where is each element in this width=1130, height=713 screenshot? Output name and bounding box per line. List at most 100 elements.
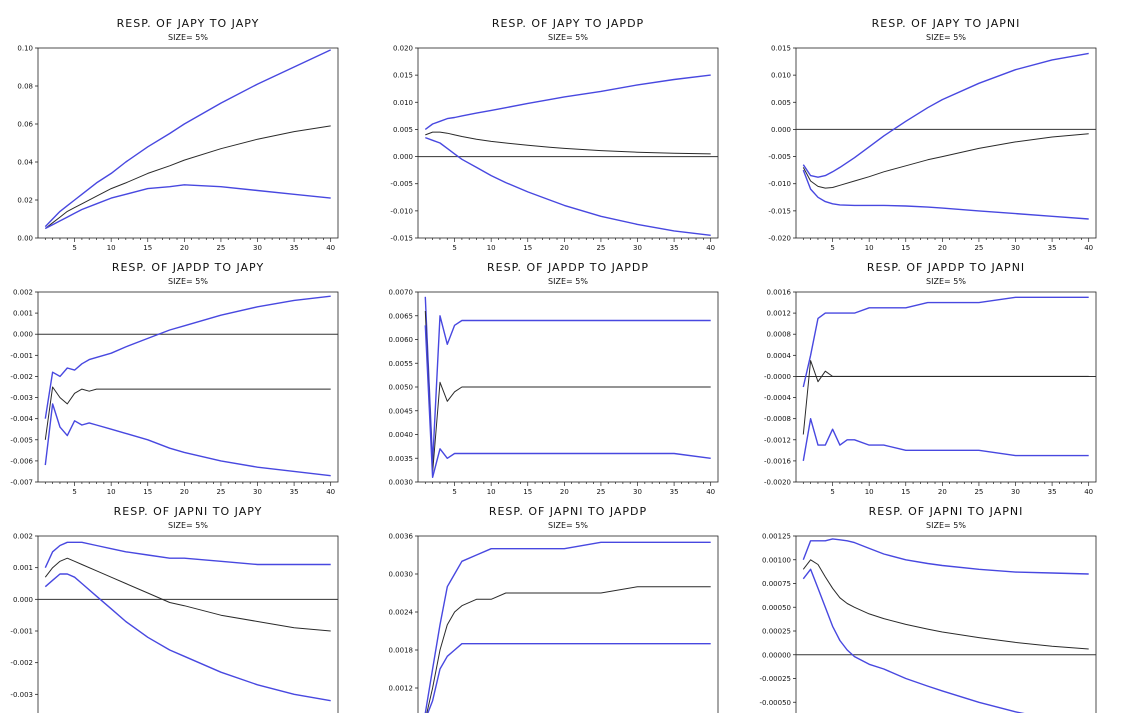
chart-title: RESP. OF JAPNI TO JAPNI xyxy=(869,505,1024,518)
y-tick-label: 0.02 xyxy=(17,197,33,205)
y-tick-label: -0.0004 xyxy=(764,394,792,402)
x-tick-label: 20 xyxy=(180,244,189,252)
y-tick-label: 0.0045 xyxy=(389,407,414,415)
impulse-response-line xyxy=(44,125,331,229)
y-tick-label: 0.005 xyxy=(393,126,413,134)
x-tick-label: 30 xyxy=(633,488,642,496)
y-tick-label: 0.000 xyxy=(771,126,791,134)
y-tick-label: 0.08 xyxy=(17,83,33,91)
chart-subtitle: SIZE= 5% xyxy=(926,33,966,42)
x-tick-label: 40 xyxy=(326,488,335,496)
impulse-response-line xyxy=(44,386,331,440)
y-tick-label: 0.00 xyxy=(17,235,33,243)
x-tick-label: 5 xyxy=(452,244,456,252)
impulse-response-line xyxy=(802,559,1089,650)
plot-frame xyxy=(795,47,1097,239)
lower-band-line xyxy=(802,568,1025,713)
y-tick-label: 0.010 xyxy=(771,72,791,80)
lower-band-line xyxy=(427,643,711,713)
x-tick-label: 20 xyxy=(180,488,189,496)
chart-subtitle: SIZE= 5% xyxy=(168,33,208,42)
y-tick-label: -0.010 xyxy=(768,180,791,188)
y-tick-label: -0.007 xyxy=(10,479,33,487)
impulse-response-line xyxy=(802,360,1089,435)
upper-band-line xyxy=(44,49,331,228)
y-tick-label: -0.015 xyxy=(390,235,413,243)
y-tick-label: 0.0016 xyxy=(767,289,792,297)
impulse-response-line xyxy=(425,131,711,155)
chart-subtitle: SIZE= 5% xyxy=(168,521,208,530)
x-tick-label: 35 xyxy=(1048,244,1057,252)
chart-title: RESP. OF JAPY TO JAPDP xyxy=(492,17,644,30)
x-tick-label: 20 xyxy=(938,488,947,496)
lower-band-line xyxy=(44,184,331,230)
x-tick-label: 10 xyxy=(107,488,116,496)
x-tick-label: 15 xyxy=(901,488,910,496)
y-tick-label: 0.00025 xyxy=(762,628,791,636)
y-tick-label: 0.00075 xyxy=(762,580,791,588)
chart-title: RESP. OF JAPDP TO JAPNI xyxy=(867,261,1025,274)
y-tick-label: 0.000 xyxy=(13,331,33,339)
upper-band-line xyxy=(424,296,711,464)
lower-band-line xyxy=(802,169,1089,220)
y-tick-label: 0.010 xyxy=(393,99,413,107)
y-tick-label: 0.000 xyxy=(393,153,413,161)
x-tick-label: 30 xyxy=(633,244,642,252)
chart-title: RESP. OF JAPNI TO JAPY xyxy=(114,505,263,518)
x-tick-label: 30 xyxy=(1011,244,1020,252)
x-tick-label: 5 xyxy=(830,488,834,496)
x-tick-label: 10 xyxy=(865,488,874,496)
chart-subtitle: SIZE= 5% xyxy=(548,521,588,530)
y-tick-label: 0.04 xyxy=(17,159,33,167)
y-tick-label: -0.00050 xyxy=(760,699,791,707)
x-tick-label: 15 xyxy=(143,244,152,252)
y-tick-label: 0.0030 xyxy=(389,571,414,579)
chart-panel: RESP. OF JAPDP TO JAPY SIZE= 5% -0.007 -0.0… xyxy=(10,261,339,496)
upper-band-line xyxy=(424,74,711,130)
y-tick-label: -0.006 xyxy=(10,457,33,465)
x-tick-label: 40 xyxy=(1084,244,1093,252)
y-tick-label: -0.0012 xyxy=(764,436,791,444)
impulse-response-line xyxy=(424,310,711,473)
y-tick-label: -0.020 xyxy=(768,235,791,243)
x-tick-label: 25 xyxy=(974,244,983,252)
y-tick-label: 0.0070 xyxy=(389,289,414,297)
y-tick-label: 0.0050 xyxy=(389,384,414,392)
lower-band-line xyxy=(802,418,1089,462)
x-tick-label: 15 xyxy=(143,488,152,496)
x-tick-label: 35 xyxy=(670,244,679,252)
chart-title: RESP. OF JAPY TO JAPNI xyxy=(872,17,1021,30)
y-tick-label: -0.004 xyxy=(10,415,33,423)
chart-panel: RESP. OF JAPY TO JAPY SIZE= 5% 0.00 0.02 0.0… xyxy=(17,17,339,252)
x-tick-label: 5 xyxy=(72,244,76,252)
impulse-response-line xyxy=(802,133,1089,189)
x-tick-label: 35 xyxy=(290,244,299,252)
y-tick-label: 0.00050 xyxy=(762,604,791,612)
y-tick-label: 0.000 xyxy=(13,596,33,604)
x-tick-label: 20 xyxy=(938,244,947,252)
y-tick-label: -0.002 xyxy=(10,659,33,667)
x-tick-label: 25 xyxy=(216,244,225,252)
chart-title: RESP. OF JAPDP TO JAPY xyxy=(112,261,264,274)
y-tick-label: 0.001 xyxy=(13,564,33,572)
x-tick-label: 35 xyxy=(670,488,679,496)
y-tick-label: 0.00125 xyxy=(762,533,791,541)
y-tick-label: 0.00100 xyxy=(762,556,791,564)
x-tick-label: 15 xyxy=(523,244,532,252)
y-tick-label: -0.0008 xyxy=(764,415,791,423)
upper-band-line xyxy=(802,296,1089,388)
upper-band-line xyxy=(44,295,331,419)
y-tick-label: -0.0000 xyxy=(764,373,791,381)
y-tick-label: -0.015 xyxy=(768,207,791,215)
y-tick-label: 0.0004 xyxy=(767,352,792,360)
y-tick-label: -0.0020 xyxy=(764,479,791,487)
y-tick-label: -0.005 xyxy=(10,436,33,444)
x-tick-label: 15 xyxy=(901,244,910,252)
y-tick-label: 0.015 xyxy=(771,45,791,53)
x-tick-label: 5 xyxy=(72,488,76,496)
x-tick-label: 5 xyxy=(452,488,456,496)
upper-band-line xyxy=(802,52,1089,178)
lower-band-line xyxy=(425,136,711,236)
x-tick-label: 35 xyxy=(1048,488,1057,496)
